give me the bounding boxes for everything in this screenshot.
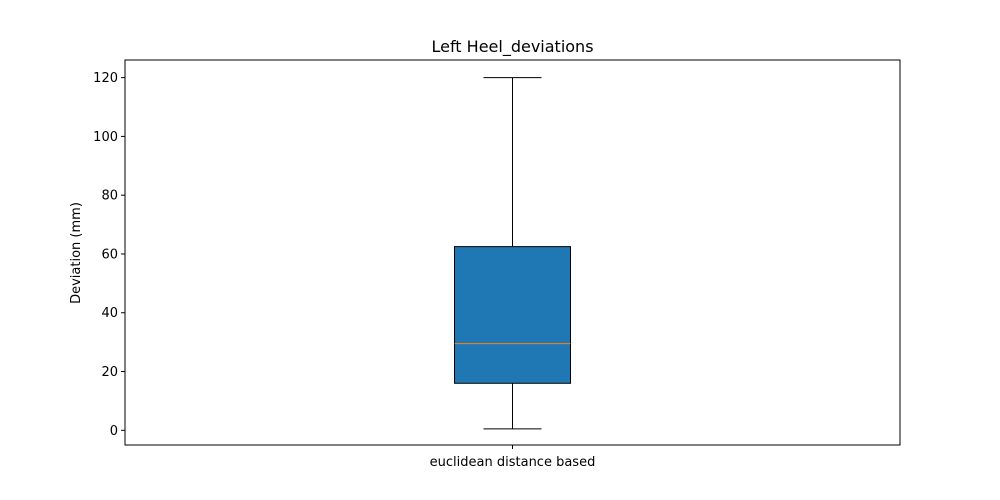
plot-area: euclidean distance based 0 20 40 60 80 100 120 [93,59,901,470]
y-tick-label: 120 [93,71,118,86]
box-group [454,77,571,430]
y-tick-label: 20 [101,365,118,380]
y-tick-label: 80 [101,189,118,204]
axes-frame [124,59,901,446]
y-tick-label: 0 [110,424,118,439]
y-tick-label: 60 [101,247,118,262]
y-axis-label: Deviation (mm) [69,202,84,304]
x-tick-label: euclidean distance based [430,455,596,470]
y-tick-label: 100 [93,130,118,145]
y-tick-label: 40 [101,306,118,321]
chart-title: Left Heel_deviations [431,37,593,57]
iqr-box [454,246,571,384]
